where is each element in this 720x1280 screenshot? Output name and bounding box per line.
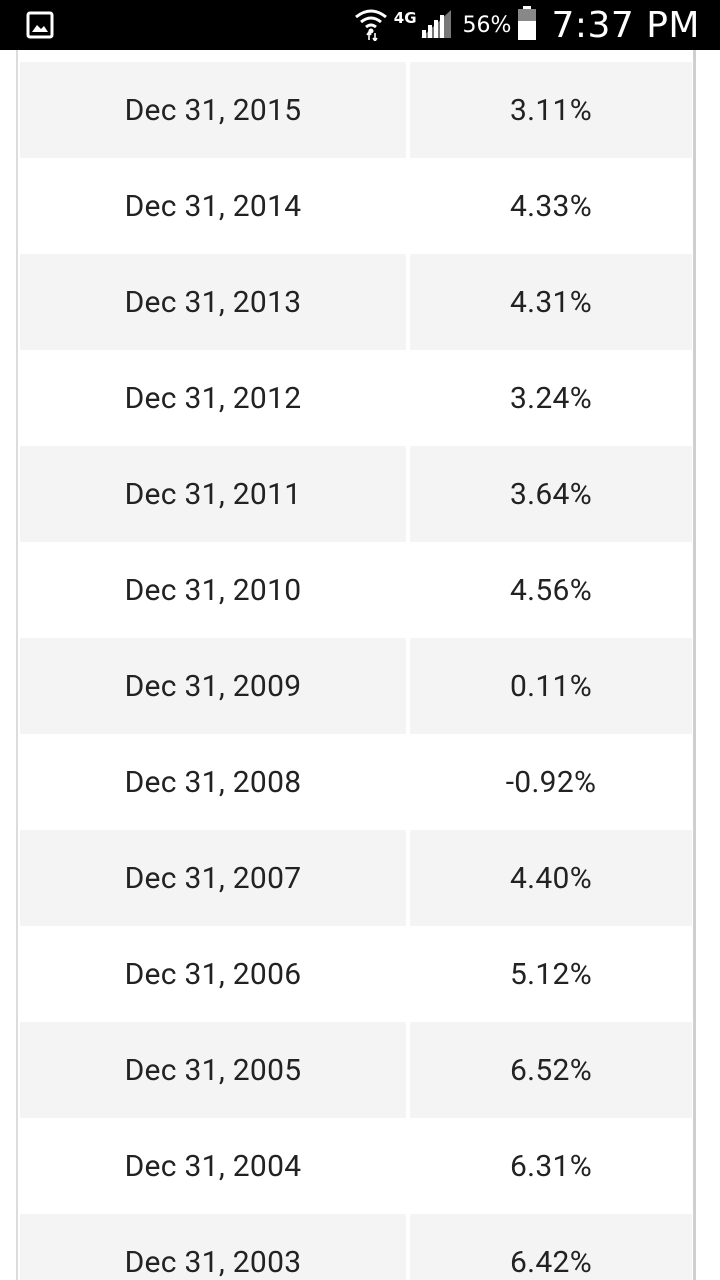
table-row: Dec 31, 2012 3.24% bbox=[20, 350, 692, 446]
table-row: Dec 31, 2007 4.40% bbox=[20, 830, 692, 926]
battery-percent: 56% bbox=[462, 12, 512, 38]
table-row: Dec 31, 2015 3.11% bbox=[20, 62, 692, 158]
clock: 7:37 PM bbox=[551, 4, 700, 46]
table-row: Dec 31, 2010 4.56% bbox=[20, 542, 692, 638]
date-cell: Dec 31, 2003 bbox=[20, 1214, 406, 1280]
data-table: Dec 31, 2015 3.11% Dec 31, 2014 4.33% Dec 31… bbox=[20, 62, 692, 1280]
date-cell: Dec 31, 2007 bbox=[20, 830, 406, 926]
table-row: Dec 31, 2005 6.52% bbox=[20, 1022, 692, 1118]
date-cell: Dec 31, 2009 bbox=[20, 638, 406, 734]
status-bar: 4G 56% 7:37 PM bbox=[0, 0, 720, 50]
table-row: Dec 31, 2004 6.31% bbox=[20, 1118, 692, 1214]
table-row: Dec 31, 2008 -0.92% bbox=[20, 734, 692, 830]
table-row: Dec 31, 2009 0.11% bbox=[20, 638, 692, 734]
gallery-notification-icon[interactable] bbox=[26, 11, 54, 39]
table-row: Dec 31, 2014 4.33% bbox=[20, 158, 692, 254]
date-cell: Dec 31, 2013 bbox=[20, 254, 406, 350]
value-cell: 4.33% bbox=[410, 158, 692, 254]
lte-icon: 4G bbox=[394, 8, 417, 27]
table-row: Dec 31, 2006 5.12% bbox=[20, 926, 692, 1022]
table-row: Dec 31, 2011 3.64% bbox=[20, 446, 692, 542]
date-cell: Dec 31, 2010 bbox=[20, 542, 406, 638]
page-content[interactable]: Dec 31, 2015 3.11% Dec 31, 2014 4.33% Dec 31… bbox=[0, 50, 720, 1280]
value-cell: 4.40% bbox=[410, 830, 692, 926]
value-cell: 5.12% bbox=[410, 926, 692, 1022]
value-cell: 4.31% bbox=[410, 254, 692, 350]
value-cell: 3.64% bbox=[410, 446, 692, 542]
date-cell: Dec 31, 2005 bbox=[20, 1022, 406, 1118]
table-right-border bbox=[693, 50, 696, 1280]
table-left-border bbox=[16, 50, 18, 1280]
date-cell: Dec 31, 2006 bbox=[20, 926, 406, 1022]
value-cell: 3.11% bbox=[410, 62, 692, 158]
value-cell: 3.24% bbox=[410, 350, 692, 446]
network-type-label: 4G bbox=[393, 8, 417, 27]
table-row: Dec 31, 2003 6.42% bbox=[20, 1214, 692, 1280]
date-cell: Dec 31, 2015 bbox=[20, 62, 406, 158]
date-cell: Dec 31, 2012 bbox=[20, 350, 406, 446]
wifi-icon bbox=[354, 5, 388, 45]
value-cell: 6.31% bbox=[410, 1118, 692, 1214]
value-cell: -0.92% bbox=[410, 734, 692, 830]
battery-icon bbox=[517, 6, 537, 44]
value-cell: 6.52% bbox=[410, 1022, 692, 1118]
value-cell: 0.11% bbox=[410, 638, 692, 734]
value-cell: 4.56% bbox=[410, 542, 692, 638]
value-cell: 6.42% bbox=[410, 1214, 692, 1280]
date-cell: Dec 31, 2004 bbox=[20, 1118, 406, 1214]
date-cell: Dec 31, 2011 bbox=[20, 446, 406, 542]
signal-icon bbox=[419, 8, 453, 42]
date-cell: Dec 31, 2008 bbox=[20, 734, 406, 830]
date-cell: Dec 31, 2014 bbox=[20, 158, 406, 254]
table-row: Dec 31, 2013 4.31% bbox=[20, 254, 692, 350]
status-icons: 4G 56% 7:37 PM bbox=[354, 0, 700, 50]
